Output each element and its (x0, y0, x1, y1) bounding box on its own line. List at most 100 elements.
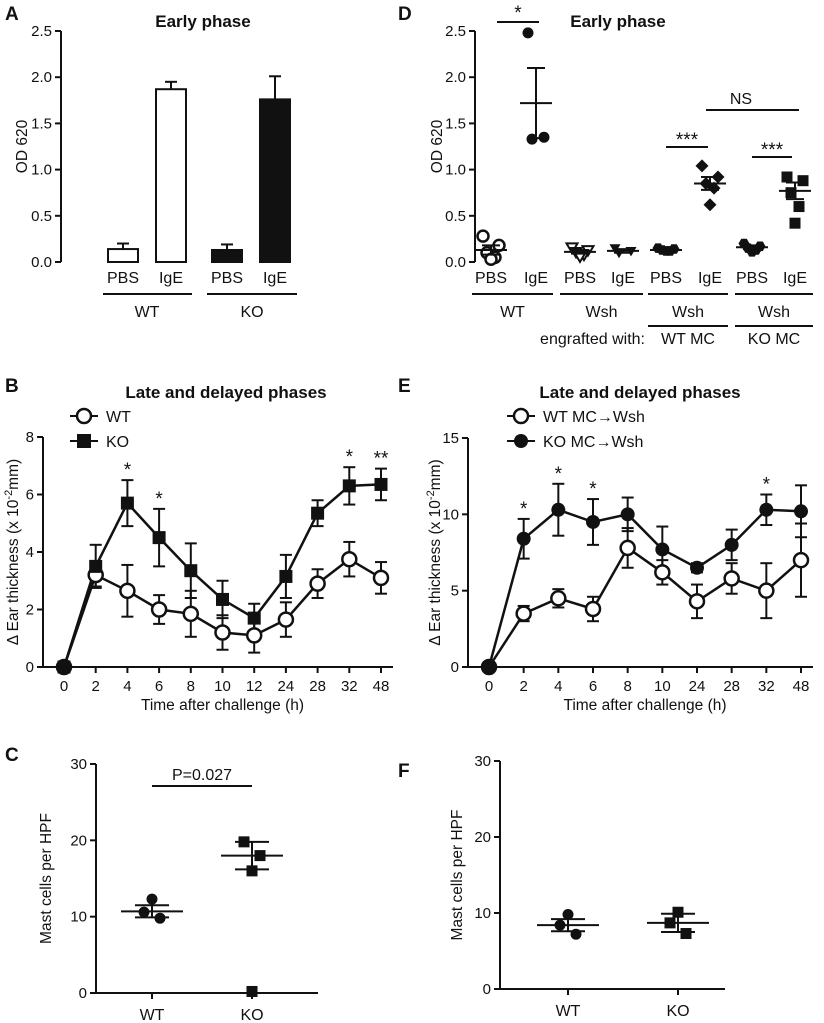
data-point (724, 537, 739, 552)
category-label: PBS (475, 270, 507, 287)
data-point (279, 569, 293, 583)
category-label: IgE (524, 270, 548, 287)
bar-ige-wt (155, 88, 187, 263)
legend-marker (512, 407, 530, 425)
group-label: Wsh (586, 304, 618, 321)
panel-d-y-tick-label: 2.5 (445, 23, 466, 40)
group-label: KO (240, 304, 263, 321)
data-point (216, 592, 229, 606)
panel-e-y-tick-label: 0 (451, 659, 459, 676)
pvalue-label: P=0.027 (172, 767, 232, 784)
panel-a-y-tick-label: 1.0 (31, 162, 52, 179)
data-point (620, 507, 635, 522)
bar-ige-ko (259, 98, 291, 263)
panel-label-a: A (5, 4, 19, 25)
panel-b-title: Late and delayed phases (125, 383, 326, 402)
category-label: PBS (211, 270, 243, 287)
panel-f-y-tick-label: 20 (474, 829, 491, 846)
sig-star: * (155, 489, 163, 510)
legend-label: WT (106, 409, 131, 426)
panel-c-y-tick-label: 0 (79, 985, 87, 1002)
panel-label-e: E (398, 376, 411, 397)
data-point (476, 229, 490, 243)
panel-e-y-tick-label: 10 (442, 506, 459, 523)
legend-label: KO (106, 434, 129, 451)
panel-c-y-tick-label: 10 (70, 909, 87, 926)
x-tick-label: KO (666, 1003, 689, 1020)
data-point (311, 506, 325, 520)
panel-b-y-tick-label: 6 (26, 487, 34, 504)
data-point (246, 865, 258, 877)
x-tick-label: 8 (187, 678, 195, 695)
data-point (119, 582, 136, 600)
panel-a-y-tick-label: 2.0 (31, 69, 52, 86)
panel-d-y-tick-label: 0.5 (445, 208, 466, 225)
x-tick-label: 48 (793, 678, 810, 695)
x-tick-label: 8 (623, 678, 631, 695)
data-point (342, 479, 356, 493)
category-label: IgE (611, 270, 635, 287)
category-label: IgE (159, 270, 183, 287)
category-label: PBS (564, 270, 596, 287)
data-point (584, 600, 602, 618)
data-point (341, 550, 358, 568)
data-point (562, 909, 574, 921)
panel-b-y-tick-label: 2 (26, 602, 34, 619)
data-point (245, 627, 263, 644)
bar-pbs-ko (211, 248, 243, 264)
legend-label: WT MC→Wsh (543, 409, 645, 426)
x-tick-label: 28 (723, 678, 740, 695)
data-point (781, 171, 793, 183)
sig-star: ** (374, 449, 389, 470)
x-tick-label: WT (140, 1007, 165, 1023)
panel-e-y-label: Δ Ear thickness (x 10-2mm) (425, 459, 444, 645)
data-point (695, 159, 709, 173)
panel-a-y-tick-label: 1.5 (31, 115, 52, 132)
data-point (551, 502, 566, 517)
group-label: Wsh (672, 304, 704, 321)
x-tick-label: 2 (92, 678, 100, 695)
data-point (182, 605, 200, 623)
panel-e-y-tick-label: 5 (451, 583, 459, 600)
panel-d-title: Early phase (570, 12, 665, 31)
sig-star: * (124, 460, 132, 481)
data-point (309, 575, 326, 592)
category-label: PBS (107, 270, 139, 287)
engrafted-prefix: engrafted with: (540, 331, 645, 348)
panel-c-y-tick-label: 30 (70, 756, 87, 773)
x-tick-label: 2 (519, 678, 527, 695)
x-tick-label: KO (240, 1007, 263, 1023)
data-point (758, 582, 775, 599)
data-point (57, 660, 71, 674)
data-point (89, 559, 103, 573)
engrafted-label: WT MC (661, 331, 715, 348)
panel-d-y-tick-label: 1.0 (445, 162, 466, 179)
data-point (515, 605, 532, 622)
x-tick-label: 32 (341, 678, 358, 695)
data-point (246, 985, 258, 997)
x-tick-label: 6 (155, 678, 163, 695)
data-point (785, 187, 797, 199)
x-tick-label: 12 (246, 678, 263, 695)
sig-star: * (555, 464, 563, 485)
sig-star: * (520, 499, 528, 520)
data-point (277, 611, 295, 628)
data-point (374, 477, 388, 491)
x-tick-label: 10 (654, 678, 671, 695)
data-point (372, 569, 390, 587)
legend-marker (77, 434, 91, 448)
panel-d-y-tick-label: 0.0 (445, 254, 466, 271)
data-point (690, 560, 704, 575)
legend-marker (75, 407, 93, 425)
series-line-ko-mc-wsh (487, 508, 802, 668)
sig-star: * (346, 447, 354, 468)
panel-b-y-tick-label: 0 (26, 659, 34, 676)
panel-a-title: Early phase (155, 12, 250, 31)
panel-d-y-tick-label: 1.5 (445, 115, 466, 132)
data-point (703, 198, 717, 212)
data-point (184, 564, 198, 578)
x-tick-label: 0 (60, 678, 68, 695)
panel-e-title: Late and delayed phases (539, 383, 740, 402)
bar-pbs-wt (107, 248, 139, 263)
legend-marker (514, 434, 528, 448)
